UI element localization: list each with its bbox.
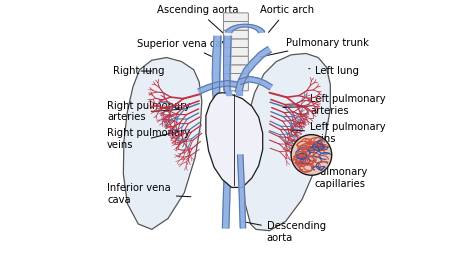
Polygon shape: [123, 57, 202, 229]
Text: Right lung: Right lung: [112, 66, 164, 76]
Polygon shape: [237, 155, 246, 228]
Text: Descending
aorta: Descending aorta: [244, 221, 326, 243]
Polygon shape: [226, 24, 265, 33]
FancyBboxPatch shape: [223, 39, 248, 48]
Polygon shape: [242, 54, 330, 231]
Text: Pulmonary trunk: Pulmonary trunk: [260, 38, 369, 57]
Text: Ascending aorta: Ascending aorta: [157, 5, 238, 33]
FancyBboxPatch shape: [223, 82, 248, 91]
Polygon shape: [206, 93, 263, 187]
FancyBboxPatch shape: [223, 30, 248, 39]
Text: Aortic arch: Aortic arch: [260, 5, 314, 32]
FancyBboxPatch shape: [223, 48, 248, 56]
Text: Left lung: Left lung: [309, 66, 359, 76]
FancyBboxPatch shape: [223, 73, 248, 82]
FancyBboxPatch shape: [223, 65, 248, 73]
Polygon shape: [237, 91, 242, 95]
Text: Inferior vena
cava: Inferior vena cava: [107, 183, 191, 205]
FancyBboxPatch shape: [223, 56, 248, 65]
Text: Superior vena cava: Superior vena cava: [137, 39, 233, 56]
Polygon shape: [222, 155, 232, 228]
Text: Left pulmonary
arteries: Left pulmonary arteries: [283, 94, 386, 116]
Polygon shape: [198, 81, 237, 94]
Text: Pulmonary
capillaries: Pulmonary capillaries: [314, 159, 367, 189]
Circle shape: [291, 135, 332, 175]
Text: Left pulmonary
veins: Left pulmonary veins: [280, 122, 386, 144]
Polygon shape: [226, 91, 231, 95]
FancyBboxPatch shape: [223, 21, 248, 30]
Polygon shape: [235, 47, 271, 94]
Text: Right pulmonary
veins: Right pulmonary veins: [107, 128, 190, 150]
Text: Right pulmonary
arteries: Right pulmonary arteries: [107, 101, 190, 122]
Polygon shape: [239, 76, 272, 89]
FancyBboxPatch shape: [223, 13, 248, 21]
